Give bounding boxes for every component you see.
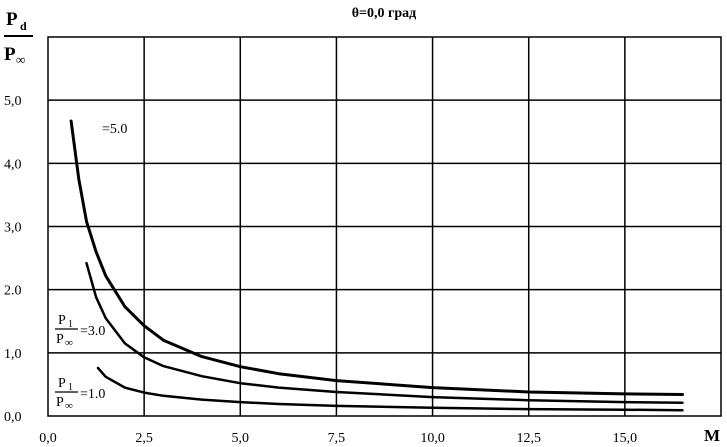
- y-tick-label: 4,0: [4, 157, 22, 172]
- series-label-3: P 1P ∞=1.0: [55, 376, 105, 412]
- series-group: [69, 119, 684, 412]
- y-axis-label: P d P ∞: [4, 9, 33, 67]
- chart-title: θ=0,0 град: [352, 6, 417, 21]
- x-tick-label: 2,5: [135, 431, 153, 446]
- series-label-numerator-sub: 1: [68, 382, 73, 393]
- series-label-1: =5.0: [102, 122, 127, 137]
- series-label-denominator: P: [56, 395, 64, 410]
- series-line-1: [69, 119, 684, 396]
- series-line-3: [96, 366, 684, 412]
- y-tick-label: 3,0: [4, 221, 22, 236]
- series-label-numerator-sub: 1: [68, 319, 73, 330]
- y-axis-label-numerator: P: [6, 9, 18, 30]
- y-tick-label: 0,0: [4, 410, 22, 425]
- series-label-value: =3.0: [80, 324, 105, 339]
- series-label-2: P 1P ∞=3.0: [55, 313, 105, 349]
- x-axis-label: M: [704, 426, 720, 445]
- grid: [48, 37, 721, 416]
- y-tick-label: 1,0: [4, 347, 22, 362]
- series-label-denominator: P: [56, 332, 64, 347]
- series-label-numerator: P: [58, 376, 66, 391]
- x-tick-label: 5,0: [232, 431, 250, 446]
- x-tick-label: 10,0: [420, 431, 445, 446]
- y-tick-label: 5,0: [4, 94, 22, 109]
- tick-labels: 0,0 2,5 5,0 7,5 10,0 12,5 15,0 0,0 1,0 2.0 3,0 4,0 5…: [4, 94, 637, 446]
- x-tick-label: 0,0: [39, 431, 57, 446]
- x-tick-label: 12,5: [516, 431, 541, 446]
- series-labels: =5.0P 1P ∞=3.0P 1P ∞=1.0: [55, 122, 127, 412]
- series-label-denominator-sub: ∞: [65, 400, 73, 412]
- series-line-2: [85, 261, 684, 404]
- series-label-value: =1.0: [80, 387, 105, 402]
- y-axis-label-denominator: P: [4, 44, 16, 65]
- y-axis-label-denominator-sub: ∞: [16, 52, 25, 67]
- y-axis-label-numerator-sub: d: [20, 19, 27, 33]
- y-tick-label: 2.0: [4, 284, 22, 299]
- x-tick-label: 7,5: [328, 431, 346, 446]
- series-label-numerator: P: [58, 313, 66, 328]
- x-tick-label: 15,0: [613, 431, 638, 446]
- series-label-denominator-sub: ∞: [65, 337, 73, 349]
